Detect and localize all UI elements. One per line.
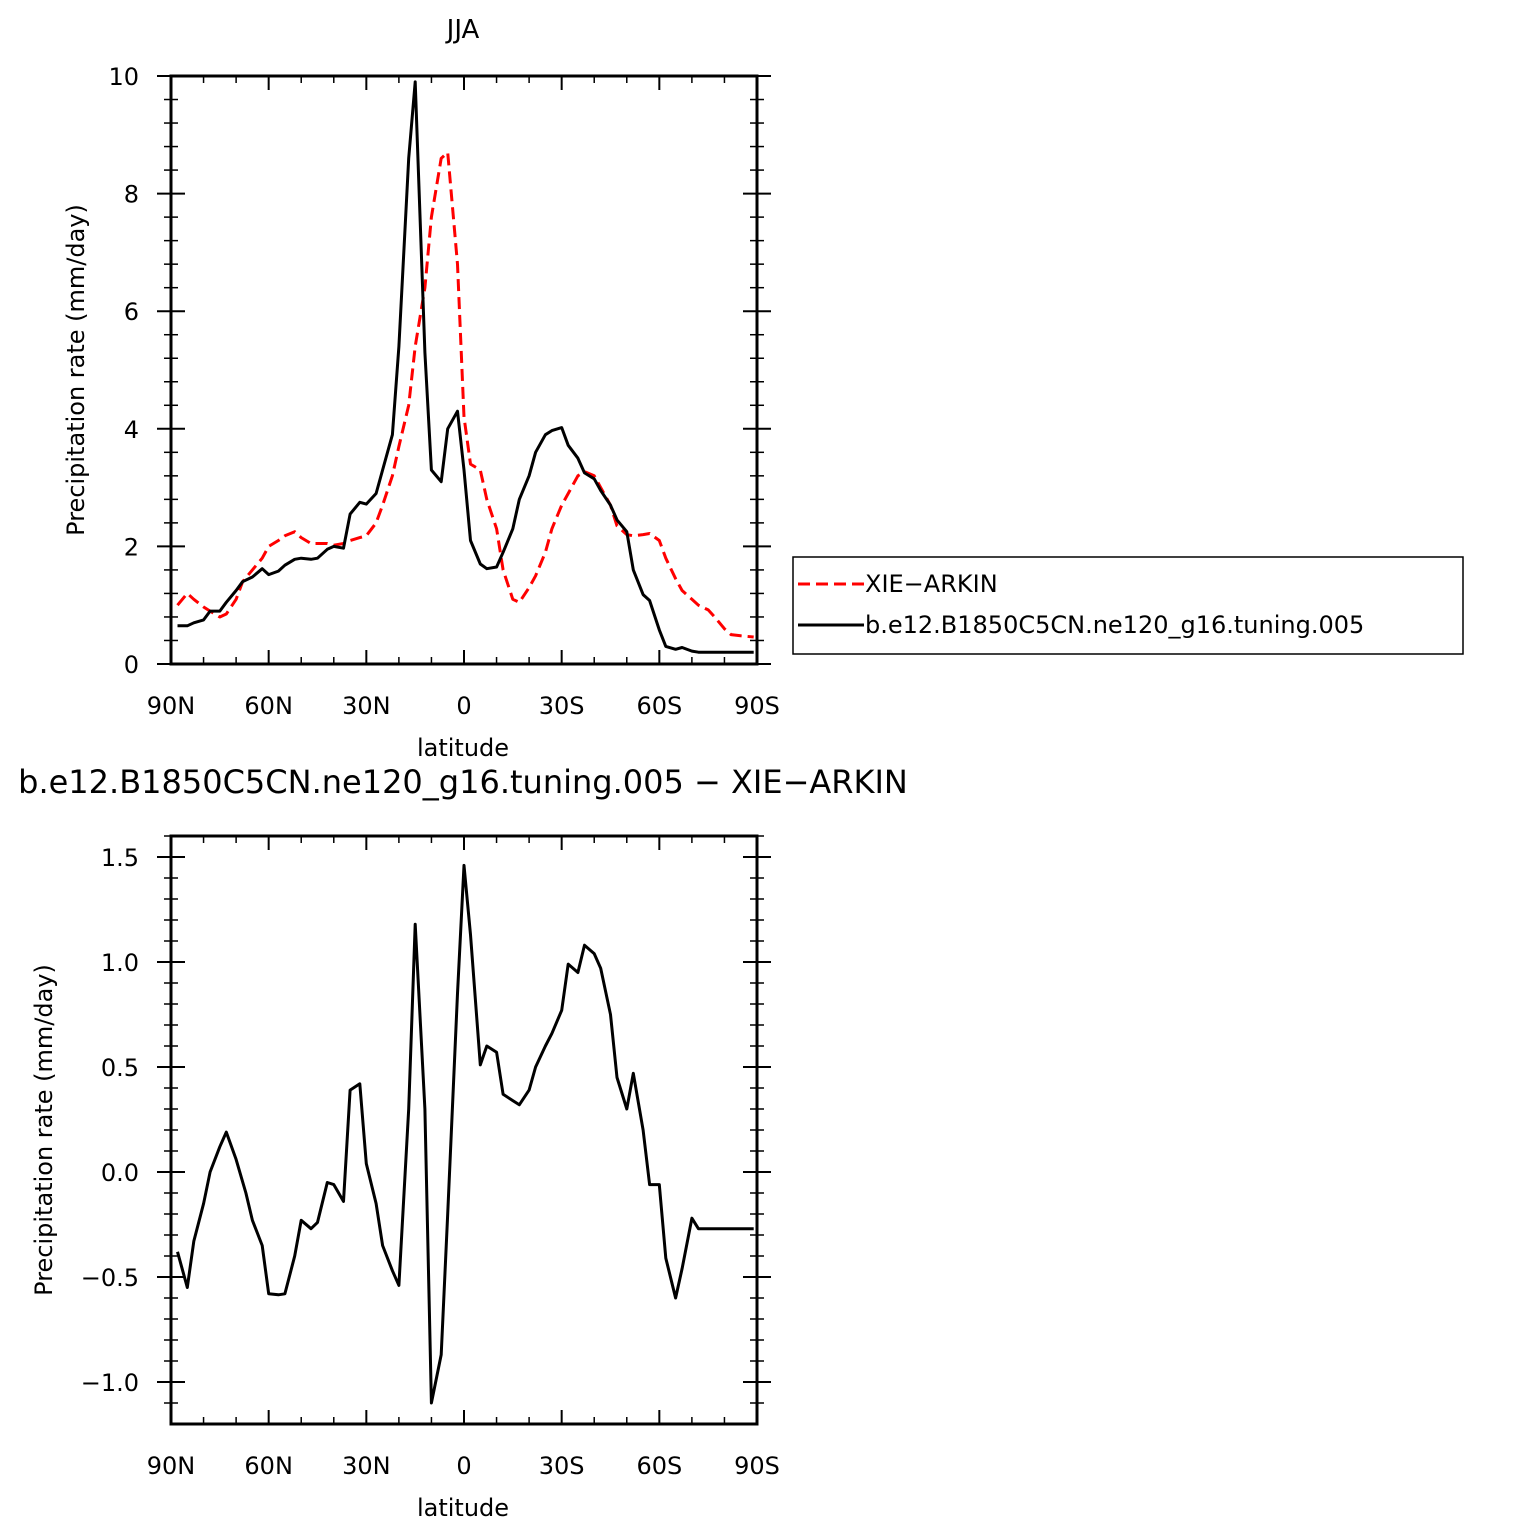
top-series-group: [176, 80, 754, 654]
x-tick-label: 60N: [244, 1452, 293, 1480]
x-tick-label: 60N: [244, 692, 293, 720]
x-tick-label: 30S: [539, 692, 585, 720]
y-tick-label: 6: [124, 298, 139, 326]
x-tick-label: 90S: [734, 692, 780, 720]
y-tick-label: 0: [124, 651, 139, 679]
bottom-plot-frame: [169, 834, 759, 1426]
bottom-x-axis-label: latitude: [417, 1494, 509, 1522]
x-tick-label: 0: [456, 1452, 471, 1480]
x-tick-label: 60S: [636, 1452, 682, 1480]
y-tick-label: −0.5: [81, 1264, 139, 1292]
y-tick-label: 10: [108, 63, 139, 91]
y-tick-label: 1.5: [101, 844, 139, 872]
y-tick-label: −1.0: [81, 1369, 139, 1397]
legend-label-model: b.e12.B1850C5CN.ne120_g16.tuning.005: [865, 611, 1364, 639]
y-tick-label: 2: [124, 533, 139, 561]
bottom-series-group: [176, 863, 754, 1405]
series-line-model: [177, 80, 754, 654]
legend-label-xie-arkin: XIE−ARKIN: [865, 570, 998, 598]
x-tick-label: 60S: [636, 692, 682, 720]
y-tick-label: 1.0: [101, 949, 139, 977]
bottom-panel: b.e12.B1850C5CN.ne120_g16.tuning.005 − X…: [18, 763, 908, 1522]
y-tick-label: 8: [124, 181, 139, 209]
x-tick-label: 30N: [342, 1452, 391, 1480]
legend-box: [792, 556, 1464, 655]
y-tick-label: 4: [124, 416, 139, 444]
x-tick-label: 90N: [147, 692, 196, 720]
x-tick-label: 30N: [342, 692, 391, 720]
x-tick-label: 90N: [147, 1452, 196, 1480]
top-y-axis-label: Precipitation rate (mm/day): [62, 204, 90, 536]
top-x-axis-label: latitude: [417, 734, 509, 762]
legend: XIE−ARKIN b.e12.B1850C5CN.ne120_g16.tuni…: [792, 556, 1464, 655]
bottom-y-axis-label: Precipitation rate (mm/day): [30, 964, 58, 1296]
series-line-xie-arkin: [176, 150, 754, 639]
x-tick-label: 90S: [734, 1452, 780, 1480]
y-tick-label: 0.5: [101, 1054, 139, 1082]
y-tick-label: 0.0: [101, 1159, 139, 1187]
series-line-model: [176, 863, 754, 1405]
x-tick-label: 30S: [539, 1452, 585, 1480]
top-title: JJA: [445, 15, 480, 45]
bottom-title: b.e12.B1850C5CN.ne120_g16.tuning.005 − X…: [18, 763, 908, 801]
x-tick-label: 0: [456, 692, 471, 720]
top-axes: 90N 60N 30N 0 30S 60S 90S 0 2 4 6 8 10: [108, 63, 779, 720]
top-plot-frame: [169, 74, 759, 666]
